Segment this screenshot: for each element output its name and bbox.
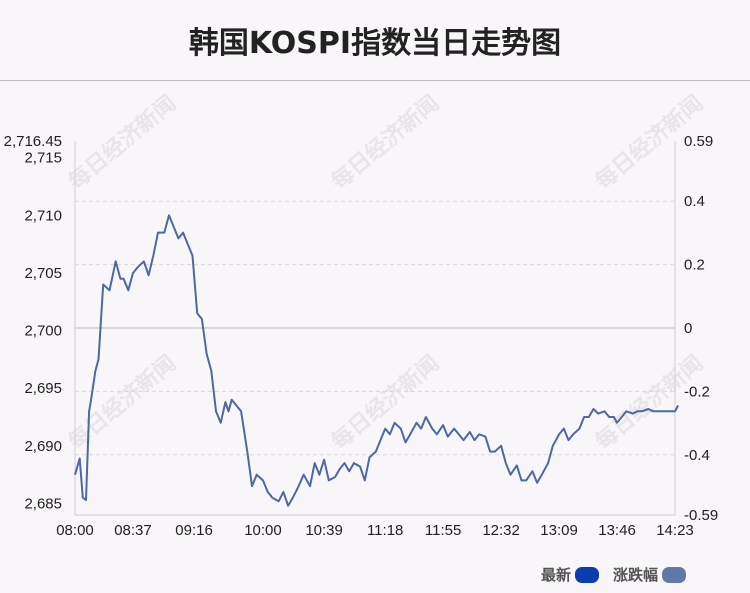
legend-item-latest[interactable]: 最新 [541,564,599,585]
x-tick-label: 10:00 [244,522,282,539]
y-left-tick-label: 2,700 [24,323,62,340]
y-left-tick-label: 2,685 [24,495,62,512]
y-right-tick-label: 0 [684,320,692,337]
x-tick-label: 13:46 [598,522,636,539]
x-tick-label: 11:55 [425,522,461,539]
y-right-tick-label: 0.4 [684,193,705,210]
legend-label-change: 涨跌幅 [612,566,658,584]
legend: 最新 涨跌幅 [527,564,686,585]
x-tick-label: 12:32 [482,522,520,539]
title-divider [0,80,750,81]
y-right-tick-label: -0.2 [684,383,710,400]
legend-label-latest: 最新 [540,566,571,584]
y-right-tick-label: 0.2 [684,257,705,274]
tick-labels: 2,716.452,715 2,710 2,705 2,700 2,695 2,690 2,… [4,133,719,539]
legend-swatch-latest [574,566,599,583]
y-right-tick-label: -0.4 [684,447,710,464]
y-left-tick-label: 2,710 [24,207,62,224]
x-tick-label: 11:18 [367,522,403,539]
y-left-tick-label: 2,695 [24,380,62,397]
y-left-tick-label: 2,715 [24,150,62,167]
series-layer [74,214,679,507]
y-right-tick-label: 0.59 [684,133,713,150]
y-left-tick-label: 2,705 [24,265,62,282]
x-tick-label: 10:39 [305,522,343,539]
y-left-tick-label: 2,716.45 [4,133,62,150]
axes [74,141,676,516]
grid-lines [75,200,675,456]
x-tick-label: 08:00 [56,522,94,539]
x-tick-label: 14:23 [656,522,694,539]
legend-swatch-change [662,566,686,583]
legend-item-change[interactable]: 涨跌幅 [613,564,686,585]
y-right-tick-label: -0.59 [684,507,718,524]
chart-title: 韩国KOSPI指数当日走势图 [188,26,562,61]
series-line-latest [74,214,679,507]
x-tick-label: 09:16 [175,522,213,539]
y-left-tick-label: 2,690 [24,438,62,455]
x-tick-label: 08:37 [114,522,152,539]
x-tick-label: 13:09 [540,522,578,539]
